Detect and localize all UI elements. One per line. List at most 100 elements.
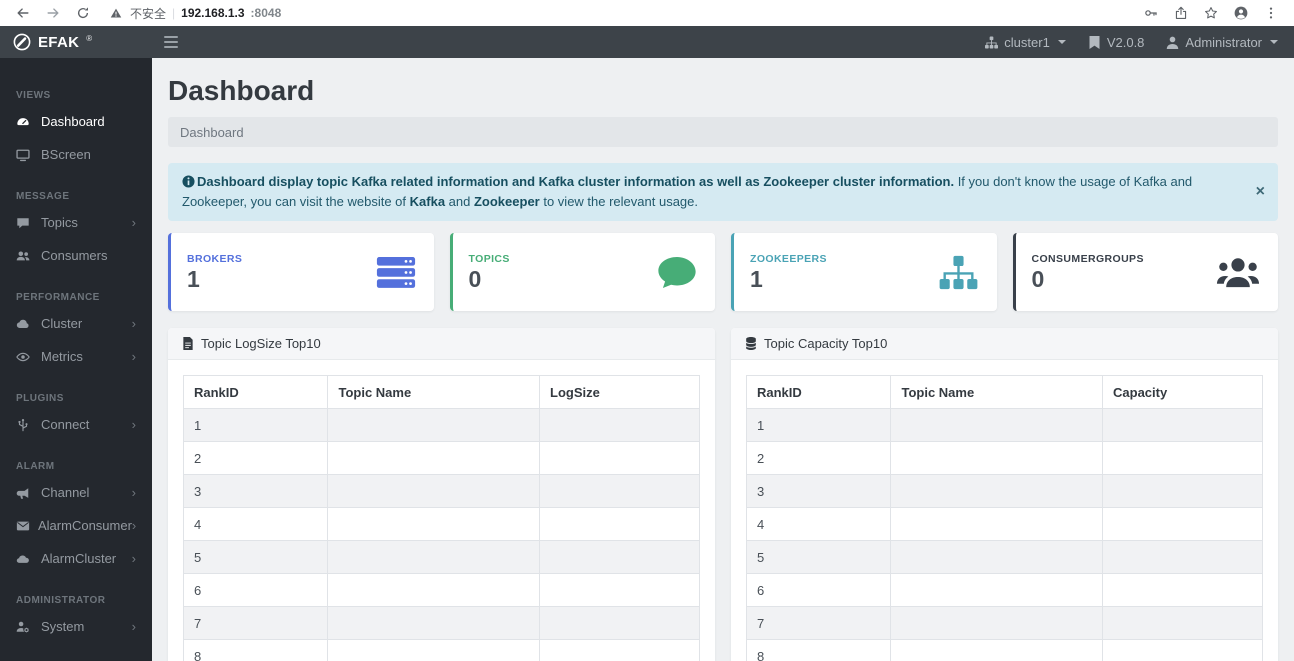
brand-logo[interactable]: EFAK ® bbox=[0, 33, 152, 51]
sidebar-section-label: ADMINISTRATOR bbox=[16, 595, 106, 606]
bullhorn-icon bbox=[16, 486, 33, 500]
user-dropdown[interactable]: Administrator bbox=[1166, 35, 1278, 50]
panel-title: Topic LogSize Top10 bbox=[201, 336, 321, 352]
kafka-link[interactable]: Kafka bbox=[409, 194, 446, 210]
table-cell bbox=[539, 408, 700, 443]
share-icon[interactable] bbox=[1173, 5, 1189, 21]
envelope-icon bbox=[16, 519, 30, 533]
table-cell: 3 bbox=[745, 474, 892, 509]
cloud-drive-icon bbox=[16, 552, 33, 566]
table-row: 1 bbox=[745, 408, 1263, 443]
password-key-icon[interactable] bbox=[1143, 5, 1159, 21]
table-row: 5 bbox=[745, 540, 1263, 575]
reload-icon[interactable] bbox=[75, 5, 91, 21]
user-gear-icon bbox=[16, 620, 33, 634]
stat-label: TOPICS bbox=[468, 252, 510, 265]
table-row: 6 bbox=[182, 573, 700, 608]
stat-value: 1 bbox=[187, 265, 200, 292]
sidebar-item-consumers[interactable]: Consumers bbox=[0, 239, 152, 272]
chevron-right-icon: › bbox=[131, 551, 136, 566]
cloud-icon bbox=[16, 317, 33, 331]
info-alert: Dashboard display topic Kafka related in… bbox=[168, 163, 1278, 222]
table-cell: 8 bbox=[745, 639, 892, 661]
sidebar-toggle-icon[interactable] bbox=[158, 30, 184, 54]
stat-card-zookeepers: ZOOKEEPERS 1 bbox=[731, 233, 997, 312]
sidebar-item-dashboard[interactable]: Dashboard bbox=[0, 105, 152, 138]
table-cell bbox=[327, 474, 541, 509]
table-row: 2 bbox=[745, 441, 1263, 476]
sidebar-item-label: AlarmCluster bbox=[41, 551, 117, 566]
sidebar-item-label: Cluster bbox=[41, 316, 83, 331]
table-cell bbox=[327, 408, 541, 443]
table-row: 7 bbox=[182, 606, 700, 641]
table-cell bbox=[327, 639, 541, 661]
sidebar-item-channel[interactable]: Channel › bbox=[0, 476, 152, 509]
panel-header: Topic LogSize Top10 bbox=[168, 328, 715, 361]
table-row: 2 bbox=[182, 441, 700, 476]
bookmark-star-icon[interactable] bbox=[1203, 5, 1219, 21]
table-cell bbox=[890, 540, 1104, 575]
profile-avatar-icon[interactable] bbox=[1233, 5, 1249, 21]
chevron-right-icon: › bbox=[131, 316, 136, 331]
comment-bubble-icon bbox=[657, 255, 697, 290]
sidebar-item-label: Consumers bbox=[41, 248, 108, 263]
cluster-dropdown[interactable]: cluster1 bbox=[985, 35, 1066, 50]
table-cell bbox=[1102, 639, 1263, 661]
table-cell: 3 bbox=[182, 474, 329, 509]
table-cell: 6 bbox=[182, 573, 329, 608]
sidebar-section-label: ALARM bbox=[16, 461, 55, 472]
table-cell: 7 bbox=[745, 606, 892, 641]
browser-chrome: 不安全 | 192.168.1.3:8048 bbox=[0, 0, 1294, 26]
alert-text: to view the relevant usage. bbox=[539, 194, 698, 210]
table-cell bbox=[890, 639, 1104, 661]
forward-icon[interactable] bbox=[45, 5, 61, 21]
efak-logo-icon bbox=[13, 33, 31, 51]
table-cell: 7 bbox=[182, 606, 329, 641]
table-cell bbox=[539, 606, 700, 641]
table-cell bbox=[890, 606, 1104, 641]
sidebar-section-label: VIEWS bbox=[16, 90, 51, 101]
chevron-down-icon bbox=[1270, 40, 1278, 44]
sidebar-item-topics[interactable]: Topics › bbox=[0, 206, 152, 239]
version-badge[interactable]: V2.0.8 bbox=[1088, 35, 1144, 50]
sidebar-section-label: PLUGINS bbox=[16, 393, 64, 404]
browser-menu-icon[interactable] bbox=[1263, 5, 1279, 21]
sidebar-item-system[interactable]: System › bbox=[0, 610, 152, 643]
bookmark-icon bbox=[1089, 35, 1100, 49]
sidebar-item-alarmconsumer[interactable]: AlarmConsumer › bbox=[0, 509, 152, 542]
close-icon[interactable]: × bbox=[1255, 183, 1265, 201]
sidebar-item-bscreen[interactable]: BScreen bbox=[0, 138, 152, 171]
info-icon bbox=[182, 175, 195, 188]
address-bar[interactable]: 不安全 | 192.168.1.3:8048 bbox=[108, 5, 281, 22]
sidebar-item-label: Topics bbox=[41, 215, 78, 230]
chevron-right-icon: › bbox=[131, 619, 136, 634]
table-cell bbox=[539, 507, 700, 542]
sidebar-item-metrics[interactable]: Metrics › bbox=[0, 340, 152, 373]
column-header: Topic Name bbox=[890, 375, 1104, 410]
column-header: LogSize bbox=[539, 375, 700, 410]
table-cell: 4 bbox=[745, 507, 892, 542]
chevron-right-icon: › bbox=[131, 518, 137, 533]
table-row: 8 bbox=[182, 639, 700, 661]
table-cell: 2 bbox=[182, 441, 329, 476]
table-row: 8 bbox=[745, 639, 1263, 661]
table-cell: 4 bbox=[182, 507, 329, 542]
topic-logsize-panel: Topic LogSize Top10 RankID Topic Name Lo… bbox=[168, 328, 715, 661]
sidebar-item-cluster[interactable]: Cluster › bbox=[0, 307, 152, 340]
table-cell: 8 bbox=[182, 639, 329, 661]
sidebar-item-label: AlarmConsumer bbox=[38, 518, 132, 533]
stat-card-topics: TOPICS 0 bbox=[449, 233, 715, 312]
sidebar-item-connect[interactable]: Connect › bbox=[0, 408, 152, 441]
sidebar-item-alarmcluster[interactable]: AlarmCluster › bbox=[0, 542, 152, 575]
zookeeper-link[interactable]: Zookeeper bbox=[473, 194, 540, 210]
table-row: 5 bbox=[182, 540, 700, 575]
users-icon bbox=[16, 249, 33, 263]
back-icon[interactable] bbox=[15, 5, 31, 21]
table-row: 4 bbox=[745, 507, 1263, 542]
table-cell bbox=[327, 507, 541, 542]
column-header: RankID bbox=[182, 375, 329, 410]
stat-card-consumergroups: CONSUMERGROUPS 0 bbox=[1012, 233, 1278, 312]
table-cell bbox=[327, 441, 541, 476]
